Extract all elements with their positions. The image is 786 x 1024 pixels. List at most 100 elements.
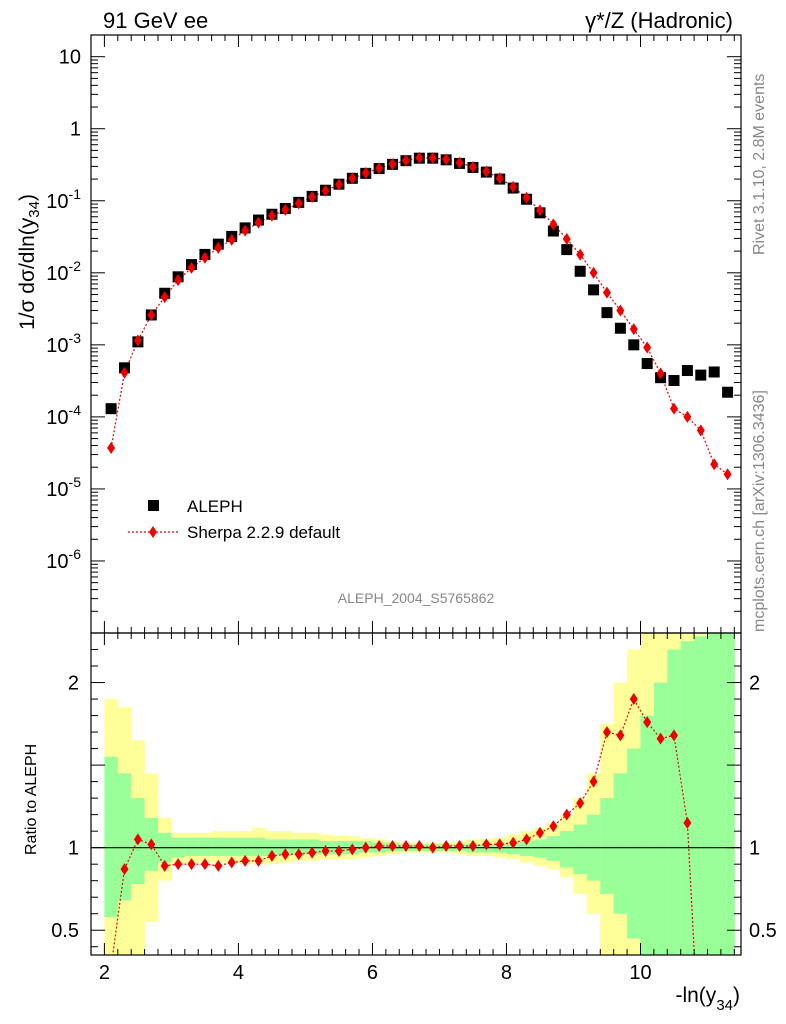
legend: ALEPH Sherpa 2.2.9 default <box>128 497 340 542</box>
sherpa-data-point <box>107 441 116 454</box>
sherpa-ratio-point <box>241 854 250 867</box>
sherpa-data-point <box>643 341 652 354</box>
sherpa-data-point <box>683 410 692 423</box>
legend-aleph-marker <box>148 500 159 511</box>
legend-sherpa-marker <box>149 526 157 538</box>
y-tick-label: 10-3 <box>46 330 81 357</box>
sherpa-ratio-point <box>294 848 303 861</box>
sherpa-data-point <box>482 165 491 178</box>
sherpa-data-point <box>361 167 370 180</box>
sherpa-data-point <box>375 162 384 175</box>
sherpa-data-point <box>428 152 437 165</box>
y-tick-label: 1 <box>70 119 81 141</box>
sherpa-ratio-point <box>401 840 410 853</box>
sherpa-ratio-point <box>227 856 236 869</box>
sherpa-ratio-point <box>415 840 424 853</box>
aleph-data-point <box>561 244 573 256</box>
y-tick-label: 10 <box>59 47 81 69</box>
sherpa-ratio-point <box>388 840 397 853</box>
sherpa-data-point <box>442 153 451 166</box>
aleph-data-point <box>641 358 653 370</box>
x-tick-label: 6 <box>367 962 378 984</box>
sherpa-ratio-point <box>428 841 437 854</box>
sherpa-ratio-point <box>562 808 571 821</box>
band-group <box>104 633 735 955</box>
sherpa-data-point <box>120 366 129 379</box>
sherpa-ratio-point <box>147 838 156 851</box>
sherpa-ratio-line <box>112 697 695 955</box>
sherpa-ratio-point <box>468 840 477 853</box>
main-plot <box>105 151 734 481</box>
sherpa-ratio-point <box>375 840 384 853</box>
green-band-bin <box>238 837 253 856</box>
sherpa-data-point <box>455 156 464 169</box>
sherpa-data-point <box>415 151 424 164</box>
aleph-data-point <box>681 365 693 377</box>
sherpa-ratio-point <box>482 838 491 851</box>
green-band-bin <box>546 836 561 861</box>
sherpa-ratio-point <box>281 848 290 861</box>
sherpa-data-point <box>241 224 250 237</box>
ratio-y-tick-label-left: 1 <box>68 838 79 860</box>
sherpa-ratio-point <box>174 858 183 871</box>
sherpa-data-point <box>602 286 611 299</box>
y-tick-label: 10-6 <box>46 546 81 573</box>
aleph-data-point <box>601 307 613 319</box>
sherpa-ratio-point <box>509 836 518 849</box>
sherpa-ratio-point <box>267 849 276 862</box>
ratio-y-tick-label-right: 2 <box>749 673 760 695</box>
sherpa-data-point <box>267 209 276 222</box>
sherpa-ratio-point <box>522 833 531 846</box>
green-band-bin <box>627 748 641 939</box>
sherpa-data-point <box>147 308 156 321</box>
green-band-bin <box>184 837 199 856</box>
aleph-data-point <box>695 369 707 381</box>
ratio-y-tick-label-right: 1 <box>749 838 760 860</box>
sherpa-ratio-point <box>602 726 611 739</box>
sherpa-ratio-point <box>321 844 330 857</box>
aleph-data-point <box>668 374 680 386</box>
y-tick-label: 10-5 <box>46 474 81 501</box>
ratio-y-tick-label-left: 2 <box>68 673 79 695</box>
main-frame <box>90 34 742 634</box>
y-tick-label: 10-2 <box>46 258 81 285</box>
ratio-y-tick-label-left: 0.5 <box>51 920 79 942</box>
header-left-label: 91 GeV ee <box>103 8 208 33</box>
sherpa-data-point <box>656 367 665 380</box>
sherpa-data-point <box>589 266 598 279</box>
sherpa-ratio-point <box>187 858 196 871</box>
aleph-data-point <box>547 225 559 237</box>
aleph-data-point <box>708 366 720 378</box>
sherpa-data-point <box>562 232 571 245</box>
sherpa-data-point <box>334 178 343 191</box>
x-tick-label: 4 <box>233 962 244 984</box>
x-tick-label: 10 <box>629 962 651 984</box>
green-band-bin <box>506 842 521 855</box>
sherpa-ratio-point <box>683 816 692 829</box>
green-band-bin <box>225 837 239 856</box>
sherpa-data-point <box>616 304 625 317</box>
green-band-bin <box>305 839 320 855</box>
sherpa-ratio-point <box>669 729 678 742</box>
sherpa-data-point <box>535 204 544 217</box>
green-band-bin <box>600 798 615 894</box>
main-y-axis-label: 1/σ dσ/dln(y34) <box>16 194 43 330</box>
green-band-bin <box>694 636 708 955</box>
aleph-data-point <box>588 284 600 296</box>
green-band-bin <box>720 633 735 955</box>
green-band-bin <box>292 839 306 855</box>
sherpa-data-point <box>214 241 223 254</box>
sherpa-ratio-point <box>160 859 169 872</box>
ratio-plot <box>91 693 741 955</box>
y-tick-label: 10-1 <box>46 186 81 213</box>
aleph-data-point <box>628 339 640 351</box>
green-band-bin <box>104 756 119 918</box>
green-band-bin <box>640 715 655 955</box>
sherpa-data-point <box>281 203 290 216</box>
sherpa-data-point <box>401 154 410 167</box>
x-tick-label: 8 <box>501 962 512 984</box>
green-band-bin <box>653 682 668 955</box>
sherpa-ratio-point <box>535 826 544 839</box>
analysis-id-label: ALEPH_2004_S5765862 <box>338 590 495 606</box>
